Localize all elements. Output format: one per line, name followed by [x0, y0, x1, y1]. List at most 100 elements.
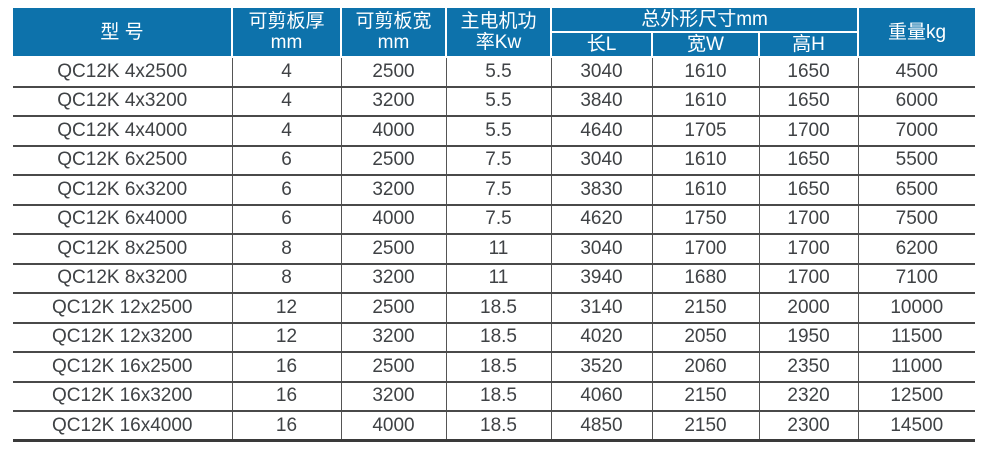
cell-thickness: 6: [231, 145, 341, 176]
spec-table-header: 型 号 可剪板厚 mm 可剪板宽 mm 主电机功: [13, 8, 976, 58]
cell-plate-width: 4000: [340, 116, 446, 147]
spec-table-body: QC12K 4x2500 4 2500 5.5 3040 1610 1650 4500 QC12…: [13, 57, 976, 442]
header-dim-height: 高H: [757, 31, 860, 58]
cell-plate-width: 2500: [340, 293, 446, 324]
header-power: 主电机功 率Kw: [445, 8, 552, 58]
cell-length: 4020: [550, 322, 652, 353]
cell-power: 18.5: [445, 322, 551, 353]
cell-power: 18.5: [445, 352, 551, 383]
cell-plate-width: 4000: [340, 204, 446, 235]
cell-weight: 7100: [857, 263, 976, 294]
cell-thickness: 16: [231, 411, 341, 442]
cell-model: QC12K 6x3200: [13, 175, 232, 206]
header-dim-length-label: 长L: [586, 34, 617, 55]
header-power-line2: 率Kw: [475, 32, 522, 53]
cell-length: 4640: [550, 116, 652, 147]
cell-power: 5.5: [445, 57, 551, 88]
header-model: 型 号: [13, 8, 233, 58]
cell-thickness: 6: [231, 175, 341, 206]
cell-height: 1650: [758, 145, 859, 176]
cell-plate-width: 4000: [340, 411, 446, 442]
cell-height: 1700: [758, 263, 859, 294]
cell-height: 1650: [758, 175, 859, 206]
cell-thickness: 8: [231, 234, 341, 265]
table-row: QC12K 6x4000 6 4000 7.5 4620 1750 1700 7500: [13, 204, 976, 235]
cell-weight: 6500: [857, 175, 976, 206]
header-dimensions-label: 总外形尺寸mm: [641, 9, 768, 30]
cell-height: 1700: [758, 116, 859, 147]
table-row: QC12K 6x3200 6 3200 7.5 3830 1610 1650 6500: [13, 175, 976, 206]
cell-height: 2320: [758, 381, 859, 412]
header-dimensions-group: 总外形尺寸mm: [549, 8, 860, 33]
cell-width: 1610: [651, 86, 759, 117]
header-dim-height-label: 高H: [792, 34, 825, 55]
cell-thickness: 12: [231, 293, 341, 324]
header-plate-width-line2: mm: [377, 32, 410, 53]
cell-length: 3040: [550, 145, 652, 176]
cell-weight: 12500: [857, 381, 976, 412]
header-dim-length: 长L: [551, 31, 653, 58]
header-weight-label: 重量kg: [887, 21, 947, 43]
cell-power: 18.5: [445, 411, 551, 442]
header-dim-width-label: 宽W: [687, 34, 724, 55]
cell-power: 7.5: [445, 175, 551, 206]
cell-width: 2050: [651, 322, 759, 353]
cell-height: 1650: [758, 57, 859, 88]
cell-plate-width: 3200: [340, 381, 446, 412]
table-row: QC12K 4x3200 4 3200 5.5 3840 1610 1650 6000: [13, 86, 976, 117]
cell-width: 1610: [651, 57, 759, 88]
cell-plate-width: 3200: [340, 322, 446, 353]
table-row: QC12K 16x2500 16 2500 18.5 3520 2060 2350 11000: [13, 352, 976, 383]
cell-thickness: 4: [231, 57, 341, 88]
cell-length: 3830: [550, 175, 652, 206]
cell-model: QC12K 4x3200: [13, 86, 232, 117]
cell-weight: 11000: [857, 352, 976, 383]
cell-width: 1750: [651, 204, 759, 235]
cell-plate-width: 2500: [340, 145, 446, 176]
cell-width: 1610: [651, 145, 759, 176]
cell-power: 18.5: [445, 293, 551, 324]
cell-height: 1650: [758, 86, 859, 117]
cell-power: 11: [445, 234, 551, 265]
cell-height: 1700: [758, 234, 859, 265]
cell-plate-width: 2500: [340, 57, 446, 88]
spec-table: 型 号 可剪板厚 mm 可剪板宽 mm 主电机功: [13, 8, 976, 442]
cell-height: 1700: [758, 204, 859, 235]
cell-length: 3040: [550, 234, 652, 265]
cell-length: 3040: [550, 57, 652, 88]
cell-model: QC12K 4x2500: [13, 57, 232, 88]
header-weight: 重量kg: [857, 8, 976, 58]
cell-thickness: 4: [231, 86, 341, 117]
cell-thickness: 12: [231, 322, 341, 353]
cell-model: QC12K 8x3200: [13, 263, 232, 294]
table-row: QC12K 6x2500 6 2500 7.5 3040 1610 1650 5500: [13, 145, 976, 176]
cell-thickness: 16: [231, 381, 341, 412]
cell-thickness: 4: [231, 116, 341, 147]
cell-weight: 6000: [857, 86, 976, 117]
cell-height: 1950: [758, 322, 859, 353]
cell-weight: 7000: [857, 116, 976, 147]
cell-weight: 11500: [857, 322, 976, 353]
cell-plate-width: 2500: [340, 352, 446, 383]
cell-power: 11: [445, 263, 551, 294]
header-plate-width: 可剪板宽 mm: [340, 8, 447, 58]
cell-thickness: 16: [231, 352, 341, 383]
cell-power: 5.5: [445, 116, 551, 147]
cell-plate-width: 3200: [340, 86, 446, 117]
cell-weight: 7500: [857, 204, 976, 235]
cell-length: 3140: [550, 293, 652, 324]
cell-model: QC12K 4x4000: [13, 116, 232, 147]
cell-weight: 5500: [857, 145, 976, 176]
cell-power: 5.5: [445, 86, 551, 117]
table-row: QC12K 4x4000 4 4000 5.5 4640 1705 1700 7000: [13, 116, 976, 147]
cell-length: 3840: [550, 86, 652, 117]
cell-length: 3520: [550, 352, 652, 383]
cell-power: 7.5: [445, 204, 551, 235]
cell-weight: 10000: [857, 293, 976, 324]
cell-power: 7.5: [445, 145, 551, 176]
cell-model: QC12K 16x4000: [13, 411, 232, 442]
header-thickness-line1: 可剪板厚: [248, 11, 325, 32]
cell-model: QC12K 12x2500: [13, 293, 232, 324]
cell-height: 2350: [758, 352, 859, 383]
cell-width: 1610: [651, 175, 759, 206]
